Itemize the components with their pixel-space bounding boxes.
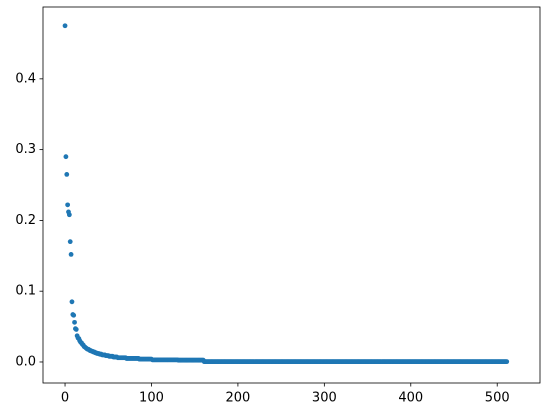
- y-tick-label: 0.3: [15, 142, 36, 157]
- point: [66, 212, 72, 218]
- y-tick-label: 0.2: [15, 213, 36, 228]
- y-tick-label: 0.4: [15, 71, 36, 86]
- point: [72, 319, 77, 325]
- point: [63, 154, 69, 160]
- point: [73, 327, 79, 332]
- point: [67, 239, 73, 245]
- point: [71, 312, 77, 318]
- x-tick-label: 300: [312, 391, 337, 406]
- point: [64, 172, 70, 177]
- point: [69, 299, 75, 305]
- x-tick-label: 200: [225, 391, 250, 406]
- point: [504, 359, 510, 365]
- point: [68, 251, 74, 257]
- y-tick-label: 0.1: [15, 284, 36, 299]
- point: [65, 202, 71, 208]
- axes-frame: [42, 6, 541, 384]
- x-tick-label: 400: [398, 391, 423, 406]
- x-tick-label: 0: [61, 391, 69, 406]
- y-tick-label: 0.0: [15, 354, 36, 369]
- x-tick-label: 100: [139, 391, 164, 406]
- point: [62, 23, 68, 29]
- x-tick-label: 500: [485, 391, 510, 406]
